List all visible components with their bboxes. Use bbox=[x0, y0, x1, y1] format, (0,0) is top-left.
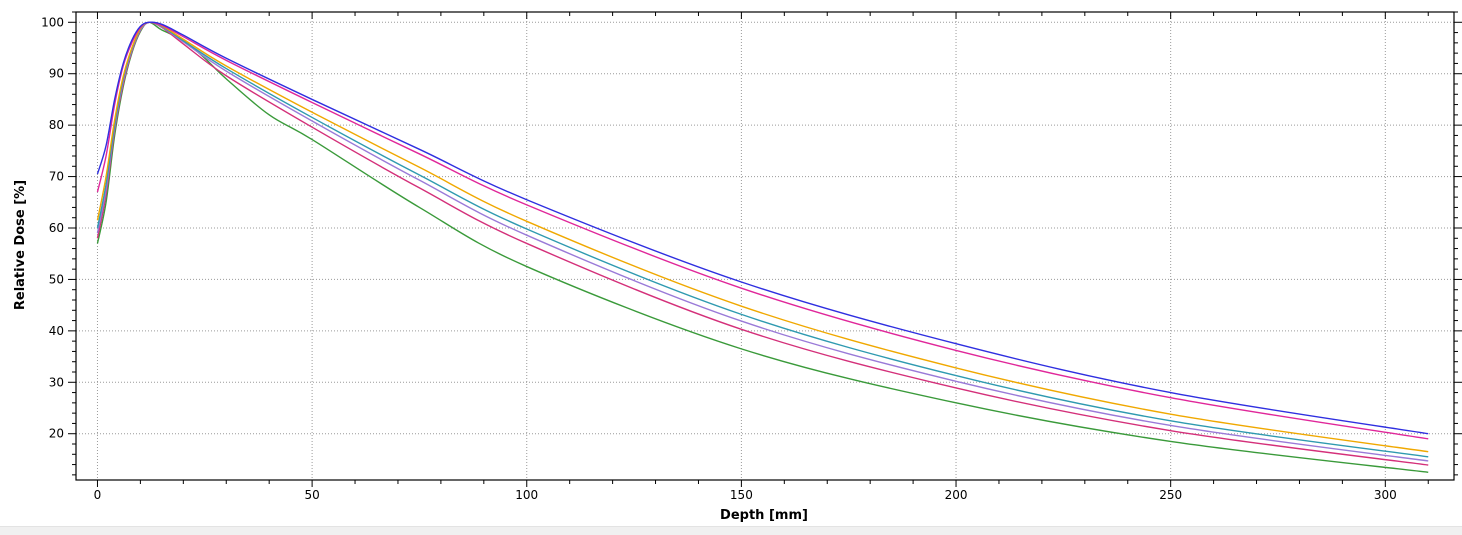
plot-frame bbox=[75, 11, 1455, 481]
series-line-2 bbox=[96, 21, 1429, 440]
tick-labels: 0 50 100 150 200 250 300 20 30 40 50 60 70 80 90 100 bbox=[41, 15, 1397, 502]
y-tick-label: 90 bbox=[49, 67, 64, 81]
series-line-3 bbox=[96, 21, 1429, 453]
y-tick-label: 100 bbox=[41, 15, 64, 29]
x-tick-label: 250 bbox=[1159, 488, 1182, 502]
x-tick-label: 150 bbox=[730, 488, 753, 502]
x-axis-title: Depth [mm] bbox=[720, 508, 808, 523]
axes bbox=[68, 11, 1462, 487]
series-line-1 bbox=[96, 21, 1429, 435]
y-tick-label: 60 bbox=[49, 221, 64, 235]
y-axis-title: Relative Dose [%] bbox=[13, 180, 28, 310]
x-tick-label: 0 bbox=[94, 488, 102, 502]
y-tick-label: 40 bbox=[49, 324, 64, 338]
y-tick-label: 30 bbox=[49, 375, 64, 389]
status-strip bbox=[0, 526, 1462, 535]
x-tick-label: 50 bbox=[304, 488, 319, 502]
series-line-5 bbox=[96, 21, 1429, 462]
y-tick-label: 70 bbox=[49, 170, 64, 184]
y-tick-label: 50 bbox=[49, 272, 64, 286]
series-line-6 bbox=[96, 21, 1429, 466]
series-line-7 bbox=[96, 21, 1429, 473]
y-tick-label: 80 bbox=[49, 118, 64, 132]
series-line-4 bbox=[96, 21, 1429, 458]
grid bbox=[76, 12, 1454, 480]
x-tick-label: 100 bbox=[515, 488, 538, 502]
x-tick-label: 200 bbox=[945, 488, 968, 502]
series-group bbox=[96, 21, 1429, 473]
y-tick-label: 20 bbox=[49, 427, 64, 441]
x-tick-label: 300 bbox=[1374, 488, 1397, 502]
